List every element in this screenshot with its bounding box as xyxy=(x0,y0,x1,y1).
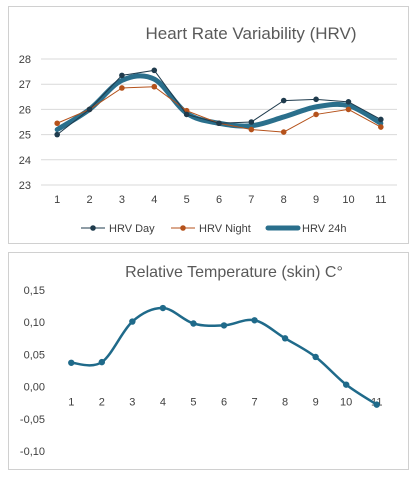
hrv-y-tick: 23 xyxy=(19,180,31,192)
temperature-point xyxy=(68,359,75,366)
temperature-point xyxy=(98,358,106,366)
legend-marker xyxy=(180,225,186,231)
temp-x-tick: 10 xyxy=(340,397,352,409)
temp-y-axis: -0,10 -0,05 0,00 0,05 0,10 0,15 xyxy=(20,285,45,458)
hrv-x-tick: 10 xyxy=(342,194,354,206)
legend-label: HRV Day xyxy=(109,223,155,235)
legend-label: HRV 24h xyxy=(302,223,346,235)
temp-y-tick: 0,00 xyxy=(24,382,45,394)
hrv-x-tick: 1 xyxy=(54,194,60,206)
temp-x-tick: 9 xyxy=(313,397,319,409)
hrv-day-point xyxy=(248,119,255,125)
hrv-day-series xyxy=(54,67,384,138)
temperature-chart: Relative Temperature (skin) C° -0,10 -0,0… xyxy=(20,264,383,458)
temperature-point xyxy=(281,335,289,342)
hrv-day-point xyxy=(183,111,190,118)
temperature-point xyxy=(190,320,197,327)
hrv-day-point xyxy=(216,120,222,127)
hrv-day-point xyxy=(54,131,60,138)
temperature-series xyxy=(68,304,380,408)
hrv-day-point xyxy=(313,96,319,103)
temperature-point xyxy=(342,381,350,388)
legend-label: HRV Night xyxy=(199,223,251,235)
temp-y-tick: 0,10 xyxy=(24,317,45,329)
hrv-night-point xyxy=(151,83,158,90)
hrv-night-legend-item: HRV Night xyxy=(171,223,251,235)
temp-x-tick: 3 xyxy=(129,397,135,409)
hrv-night-point xyxy=(313,111,319,118)
temperature-point xyxy=(220,322,228,329)
hrv-x-axis: 1 2 3 4 5 6 7 8 9 10 11 xyxy=(54,194,386,206)
hrv-x-tick: 4 xyxy=(151,194,157,206)
temperature-point xyxy=(251,317,258,324)
temp-x-tick: 6 xyxy=(221,397,227,409)
temperature-chart-panel: Relative Temperature (skin) C° -0,10 -0,0… xyxy=(8,252,409,470)
hrv-chart: Heart Rate Variability (HRV) 23242526272… xyxy=(19,24,397,235)
hrv-legend: HRV Day HRV Night HRV 24h xyxy=(81,223,346,235)
hrv-x-tick: 8 xyxy=(281,194,287,206)
hrv-y-tick: 26 xyxy=(19,104,31,116)
hrv-gridlines xyxy=(41,58,397,186)
temp-x-tick: 8 xyxy=(282,397,288,409)
hrv-night-point xyxy=(345,106,352,113)
hrv-night-point xyxy=(378,124,384,130)
hrv-x-tick: 11 xyxy=(375,194,386,206)
hrv-day-point xyxy=(86,106,93,113)
temp-y-tick: 0,15 xyxy=(24,285,45,297)
temperature-point xyxy=(373,401,380,408)
hrv-day-point xyxy=(378,116,384,123)
temp-x-tick: 7 xyxy=(251,397,257,409)
temp-x-tick: 1 xyxy=(68,397,74,409)
temp-y-tick: -0,10 xyxy=(20,446,45,458)
hrv-day-legend-item: HRV Day xyxy=(81,223,155,235)
hrv-y-tick: 27 xyxy=(19,79,31,91)
hrv-night-point xyxy=(248,126,255,133)
hrv-y-tick: 24 xyxy=(19,155,31,167)
hrv-chart-panel: Heart Rate Variability (HRV) 23 24 25 26 27 2… xyxy=(8,6,409,244)
hrv-day-point xyxy=(151,67,158,74)
temperature-point xyxy=(129,318,136,325)
temp-x-tick: 5 xyxy=(190,397,196,409)
hrv-y-tick: 25 xyxy=(19,130,31,142)
hrv-day-point xyxy=(280,97,287,104)
hrv-y-tick: 28 xyxy=(19,54,31,66)
temperature-chart-title: Relative Temperature (skin) C° xyxy=(125,264,343,281)
temperature-point xyxy=(312,353,319,361)
temp-y-tick: -0,05 xyxy=(20,414,45,426)
hrv-night-point xyxy=(280,129,287,135)
hrv-x-tick: 5 xyxy=(184,194,190,206)
legend-marker xyxy=(90,225,96,231)
hrv-x-tick: 3 xyxy=(119,194,125,206)
hrv-x-tick: 6 xyxy=(216,194,222,206)
hrv-x-tick: 9 xyxy=(313,194,319,206)
hrv-x-tick: 7 xyxy=(248,194,254,206)
hrv-day-point xyxy=(345,99,352,105)
hrv-day-point xyxy=(119,72,125,79)
hrv-24h-legend-item: HRV 24h xyxy=(265,223,346,235)
hrv-chart-title: Heart Rate Variability (HRV) xyxy=(146,24,357,43)
hrv-night-point xyxy=(119,85,125,91)
temp-x-tick: 2 xyxy=(99,397,105,409)
hrv-x-tick: 2 xyxy=(86,194,92,206)
hrv-y-axis: 23 24 25 26 27 28 xyxy=(19,54,31,192)
temperature-point xyxy=(159,304,167,312)
hrv-night-point xyxy=(54,120,60,127)
temp-y-tick: 0,05 xyxy=(24,349,45,361)
temp-x-tick: 4 xyxy=(160,397,166,409)
